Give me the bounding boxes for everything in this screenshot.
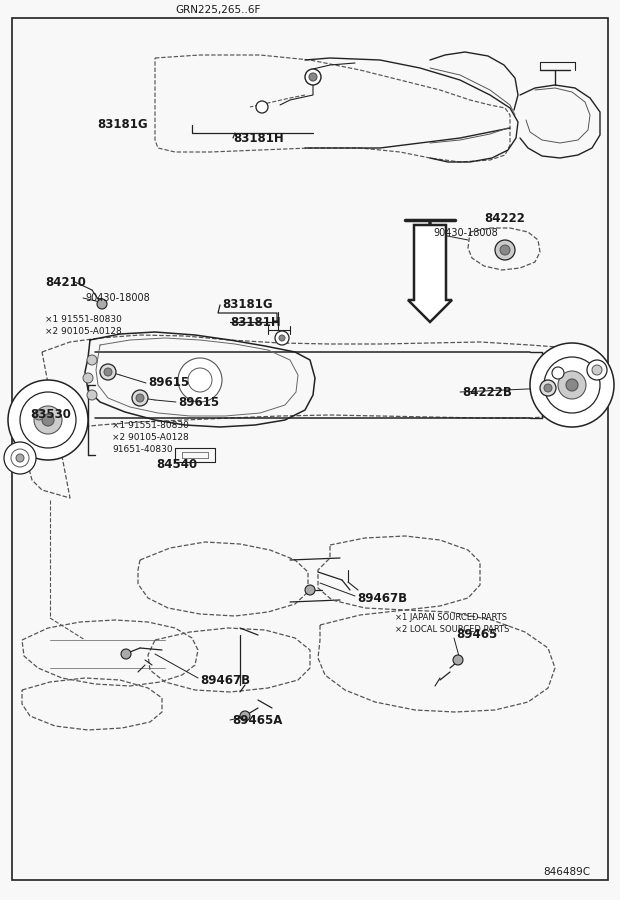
Circle shape — [188, 368, 212, 392]
Text: ×2 LOCAL SOURCED PARTS: ×2 LOCAL SOURCED PARTS — [395, 626, 510, 634]
Text: 89615: 89615 — [178, 395, 219, 409]
Text: 83181H: 83181H — [230, 316, 281, 328]
Circle shape — [305, 69, 321, 85]
Circle shape — [256, 101, 268, 113]
Circle shape — [121, 649, 131, 659]
Circle shape — [566, 379, 578, 391]
Circle shape — [83, 373, 93, 383]
Circle shape — [178, 358, 222, 402]
Text: 90430-18008: 90430-18008 — [433, 228, 498, 238]
Circle shape — [87, 355, 97, 365]
Circle shape — [279, 335, 285, 341]
Circle shape — [4, 442, 36, 474]
Text: 90430-18008: 90430-18008 — [85, 293, 150, 303]
Circle shape — [544, 357, 600, 413]
Circle shape — [100, 364, 116, 380]
Circle shape — [592, 365, 602, 375]
Text: 84222B: 84222B — [462, 385, 512, 399]
Circle shape — [544, 384, 552, 392]
Text: ×2 90105-A0128: ×2 90105-A0128 — [112, 434, 188, 443]
Circle shape — [8, 380, 88, 460]
Text: 84540: 84540 — [156, 457, 197, 471]
Circle shape — [42, 414, 54, 426]
Circle shape — [34, 406, 62, 434]
Text: ×2 90105-A0128: ×2 90105-A0128 — [45, 328, 122, 337]
Circle shape — [11, 449, 29, 467]
Circle shape — [275, 331, 289, 345]
Circle shape — [132, 390, 148, 406]
Circle shape — [495, 240, 515, 260]
Text: 89465: 89465 — [456, 628, 497, 642]
Text: 83181G: 83181G — [97, 119, 148, 131]
Text: ×1 91551-80830: ×1 91551-80830 — [112, 421, 189, 430]
Circle shape — [530, 343, 614, 427]
Text: 83181G: 83181G — [222, 299, 273, 311]
FancyArrow shape — [408, 225, 452, 322]
Text: 846489C: 846489C — [543, 867, 590, 877]
Circle shape — [136, 394, 144, 402]
Text: 84222: 84222 — [484, 212, 525, 224]
Text: 83181H: 83181H — [233, 131, 284, 145]
Circle shape — [87, 390, 97, 400]
Text: ×1 91551-80830: ×1 91551-80830 — [45, 316, 122, 325]
Circle shape — [240, 711, 250, 721]
Circle shape — [587, 360, 607, 380]
Text: ×1 JAPAN SOURCED PARTS: ×1 JAPAN SOURCED PARTS — [395, 614, 507, 623]
Circle shape — [309, 73, 317, 81]
Text: 89615: 89615 — [148, 376, 189, 390]
Circle shape — [540, 380, 556, 396]
Circle shape — [305, 585, 315, 595]
Circle shape — [34, 410, 44, 420]
Circle shape — [20, 392, 76, 448]
Text: 83530: 83530 — [30, 409, 71, 421]
Circle shape — [16, 454, 24, 462]
Circle shape — [500, 245, 510, 255]
Text: 89467B: 89467B — [200, 673, 250, 687]
Text: 84210: 84210 — [45, 275, 86, 289]
Circle shape — [552, 367, 564, 379]
Text: 89467B: 89467B — [357, 591, 407, 605]
Text: GRN225,265..6F: GRN225,265..6F — [175, 5, 260, 15]
Circle shape — [97, 299, 107, 309]
Circle shape — [104, 368, 112, 376]
Circle shape — [558, 371, 586, 399]
Text: 91651-40830: 91651-40830 — [112, 446, 172, 454]
Text: 89465A: 89465A — [232, 714, 282, 726]
Circle shape — [453, 655, 463, 665]
